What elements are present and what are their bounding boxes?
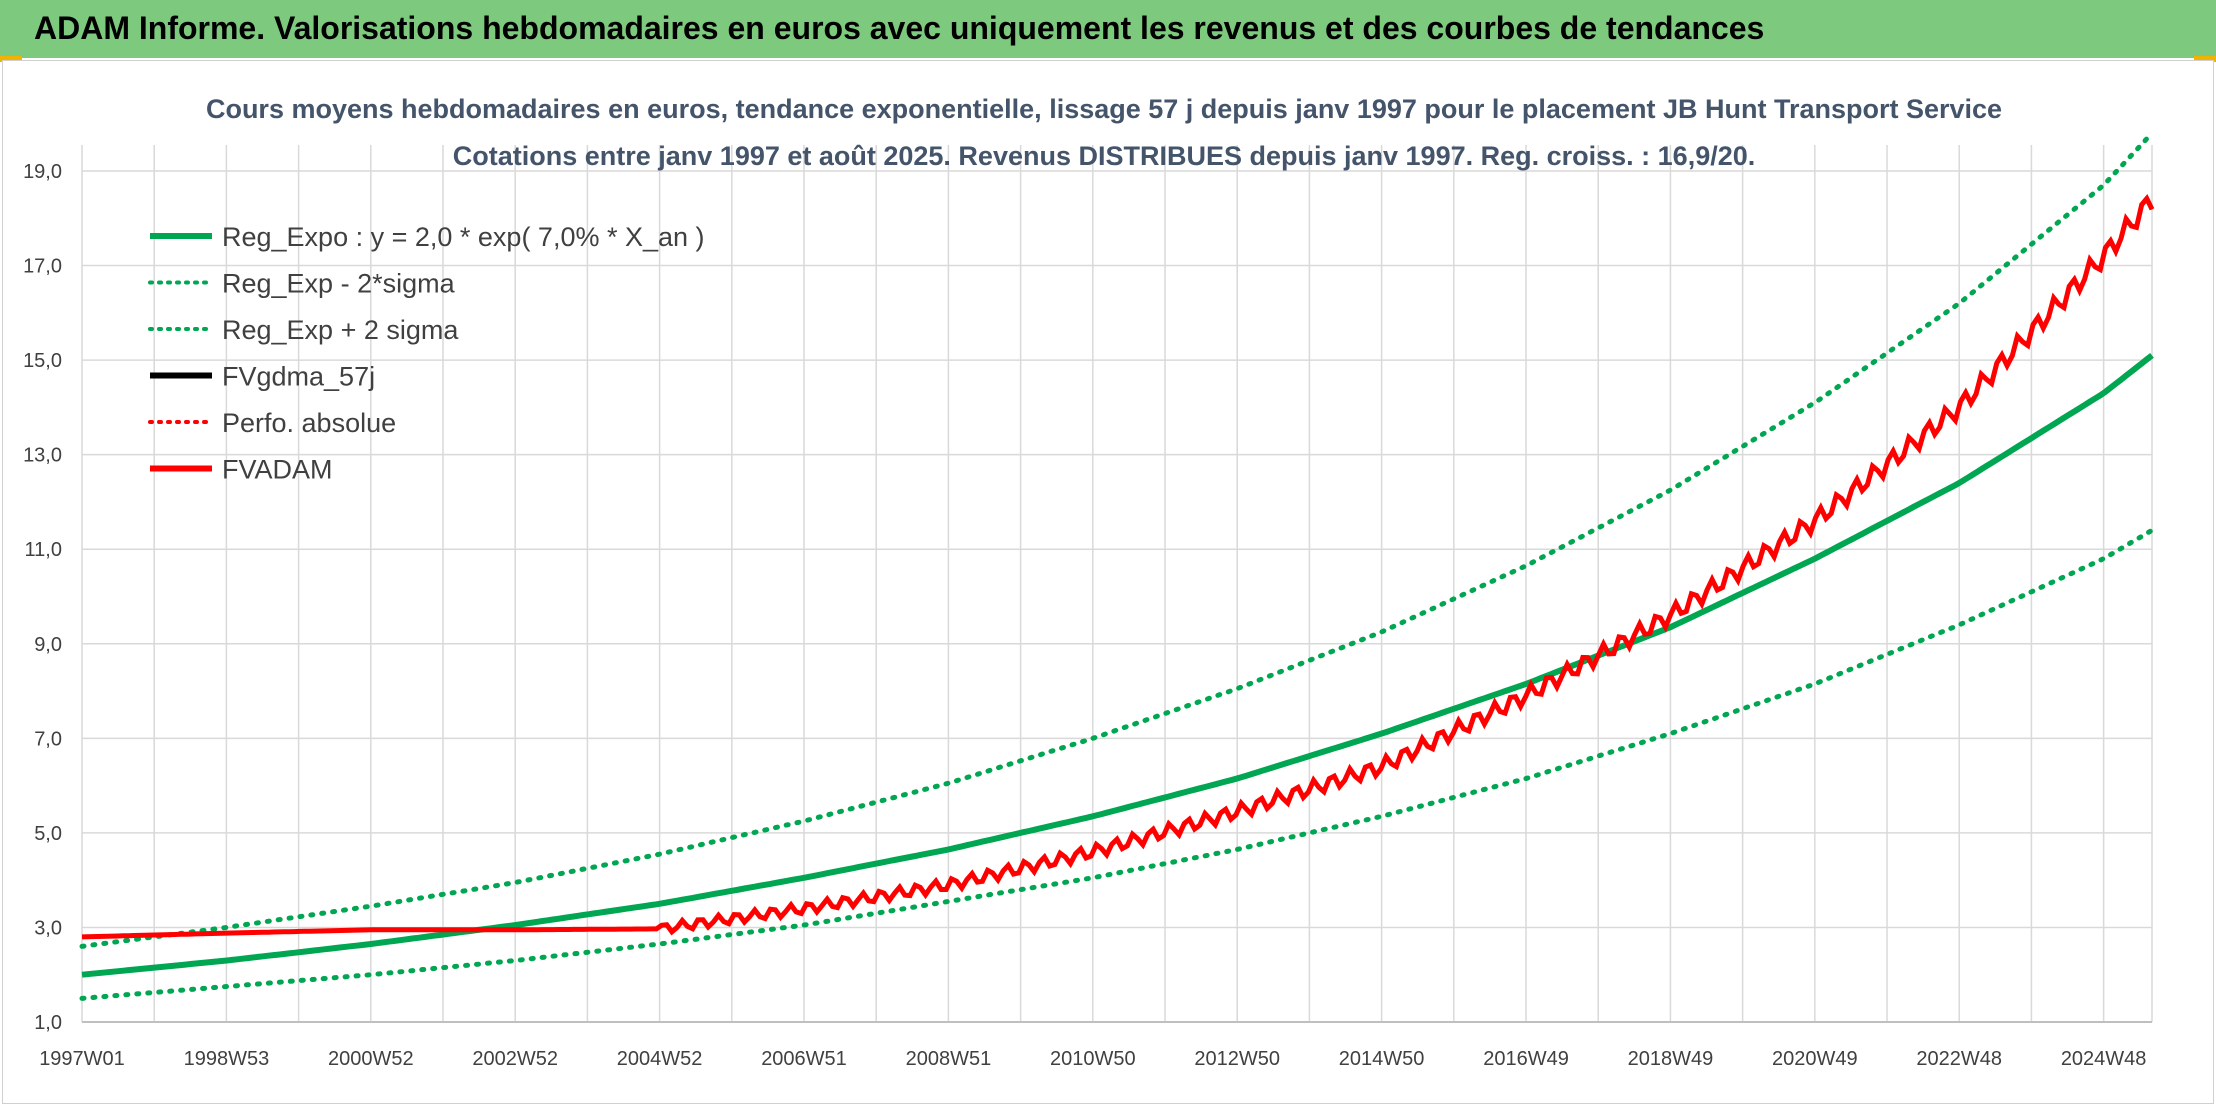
x-axis-ticks: 1997W01 1998W53 2000W52 2002W52 2004W52 2006W… <box>39 1048 2146 1070</box>
legend-label: Reg_Exp - 2*sigma <box>222 269 456 299</box>
upper-band-line <box>79 130 2155 949</box>
y-axis-ticks: 1,0 3,0 5,0 7,0 9,0 11,0 13,0 15,0 17,0 19,0 <box>23 161 62 1034</box>
y-tick-label: 15,0 <box>23 350 62 372</box>
x-tick-label: 2018W49 <box>1628 1048 1714 1070</box>
x-tick-label: 2006W51 <box>761 1048 847 1070</box>
legend-label: FVADAM <box>222 455 333 485</box>
y-tick-label: 9,0 <box>34 634 62 656</box>
chart-grid <box>81 145 2153 1023</box>
legend-label: FVgdma_57j <box>222 362 375 392</box>
lower-band-line <box>79 527 2155 1001</box>
x-tick-label: 2004W52 <box>617 1048 703 1070</box>
corner-mark-left <box>0 56 22 62</box>
legend-label: Reg_Exp + 2 sigma <box>222 315 459 345</box>
y-tick-label: 11,0 <box>25 539 62 561</box>
header-banner: ADAM Informe. Valorisations hebdomadaire… <box>0 0 2216 58</box>
corner-mark-right <box>2194 56 2216 62</box>
x-tick-label: 2014W50 <box>1339 1048 1425 1070</box>
legend-label: Reg_Expo : y = 2,0 * exp( 7,0% * X_an ) <box>222 222 705 252</box>
y-tick-label: 1,0 <box>34 1012 62 1034</box>
chart-title: Cours moyens hebdomadaires en euros, ten… <box>206 94 2002 124</box>
x-tick-label: 2008W51 <box>906 1048 992 1070</box>
y-tick-label: 7,0 <box>34 728 62 750</box>
x-tick-label: 1998W53 <box>184 1048 270 1070</box>
y-tick-label: 19,0 <box>23 161 62 183</box>
regression-line <box>81 353 2154 978</box>
legend-label: Perfo. absolue <box>222 408 396 438</box>
x-tick-label: 2016W49 <box>1483 1048 1569 1070</box>
chart-legend: Reg_Expo : y = 2,0 * exp( 7,0% * X_an ) R… <box>148 222 705 485</box>
chart-subtitle: Cotations entre janv 1997 et août 2025. … <box>453 141 1756 171</box>
x-tick-label: 2010W50 <box>1050 1048 1136 1070</box>
x-tick-label: 2012W50 <box>1194 1048 1280 1070</box>
perfo-absolue-line <box>81 196 2154 939</box>
fvadam-line <box>81 194 2155 940</box>
x-tick-label: 2024W48 <box>2061 1048 2147 1070</box>
y-tick-label: 13,0 <box>23 445 62 467</box>
x-tick-label: 2020W49 <box>1772 1048 1858 1070</box>
x-tick-label: 2002W52 <box>472 1048 558 1070</box>
y-tick-label: 17,0 <box>23 256 62 278</box>
x-tick-label: 1997W01 <box>39 1048 125 1070</box>
x-tick-label: 2022W48 <box>1916 1048 2002 1070</box>
page-title: ADAM Informe. Valorisations hebdomadaire… <box>34 10 1765 46</box>
x-tick-label: 2000W52 <box>328 1048 414 1070</box>
fvgdma-line <box>81 195 2154 939</box>
chart-series <box>79 130 2155 1001</box>
y-tick-label: 3,0 <box>34 917 62 939</box>
y-tick-label: 5,0 <box>34 823 62 845</box>
